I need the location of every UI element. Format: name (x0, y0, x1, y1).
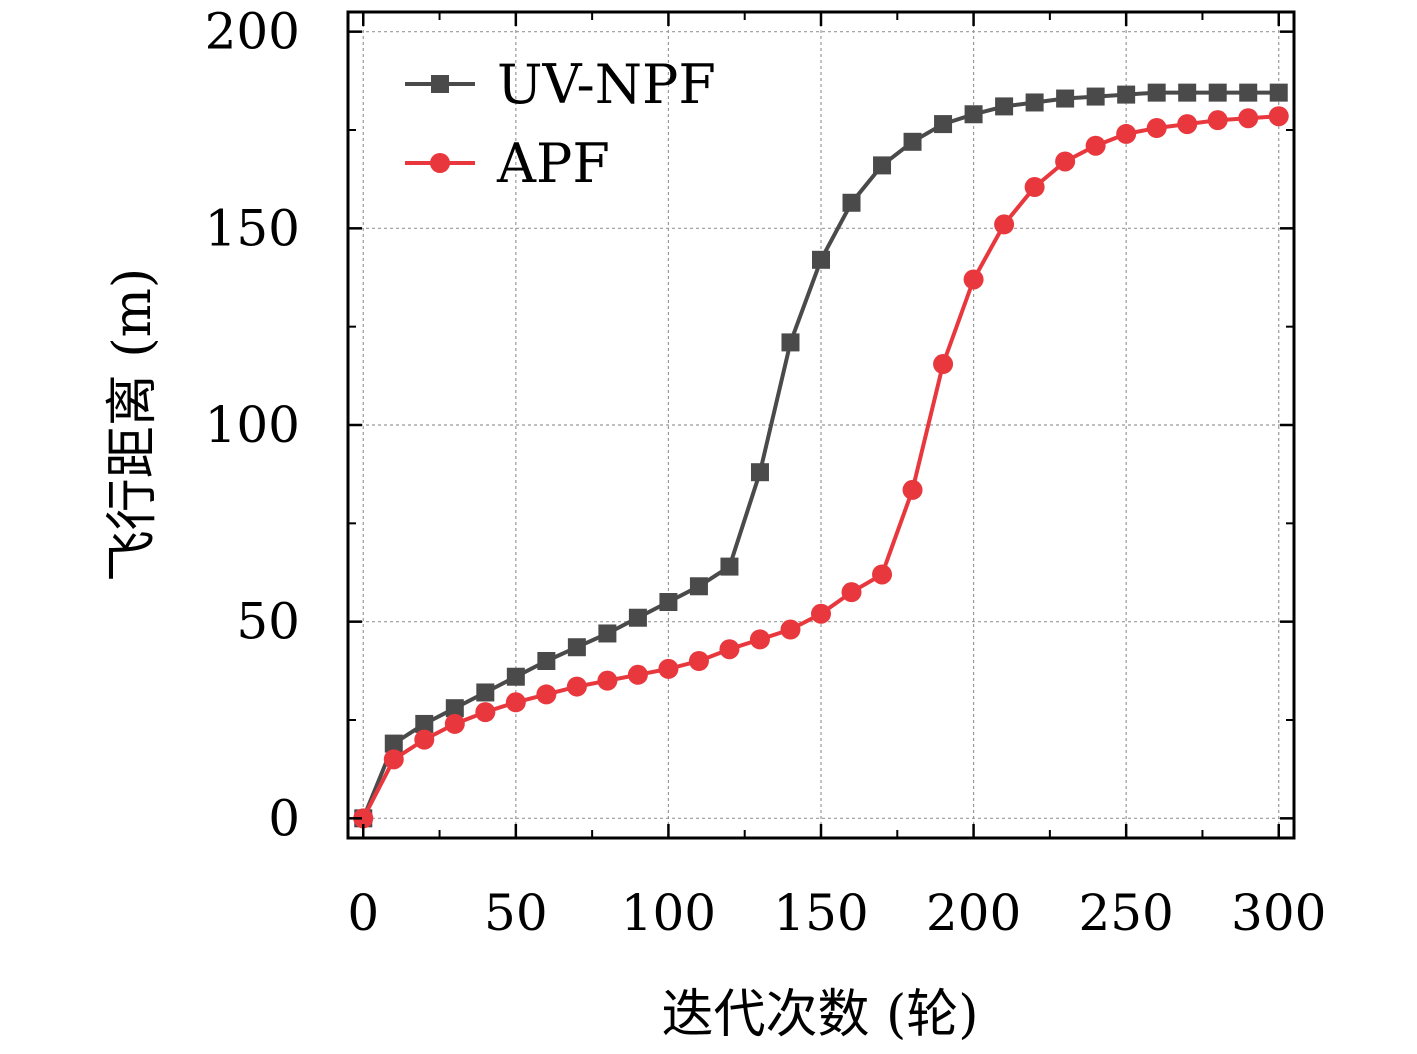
data-point (506, 667, 525, 686)
data-point (811, 603, 831, 624)
y-tick-label: 200 (205, 3, 300, 61)
legend-item: UV-NPF (405, 53, 716, 116)
y-tick-label: 150 (205, 199, 300, 257)
data-point (567, 638, 586, 657)
x-axis-title: 迭代次数 (轮) (661, 985, 978, 1045)
y-tick-label: 0 (268, 789, 300, 847)
data-point (384, 734, 403, 753)
legend-swatch-marker (431, 75, 449, 93)
data-point (1147, 83, 1166, 102)
data-point (1268, 106, 1289, 127)
x-tick-label: 200 (926, 884, 1021, 942)
data-point (872, 564, 893, 585)
legend-label: UV-NPF (497, 53, 716, 116)
data-point (383, 749, 404, 770)
data-point (688, 651, 709, 671)
data-point (749, 629, 770, 650)
data-point (628, 608, 647, 627)
data-point (1239, 83, 1258, 102)
x-tick-label: 50 (484, 884, 548, 942)
tick-labels: 0 50 100 150 200 250 300 0 50 100 150 200 (205, 3, 1327, 942)
data-point (963, 269, 984, 290)
x-tick-label: 250 (1078, 884, 1173, 942)
data-point (842, 193, 861, 212)
y-tick-label: 50 (236, 593, 300, 651)
data-point (903, 132, 922, 151)
series-line (361, 114, 1279, 820)
data-point (841, 582, 862, 603)
x-tick-label: 100 (621, 884, 716, 942)
data-point (933, 354, 954, 375)
data-point (476, 683, 495, 702)
legend: UV-NPF APF (405, 53, 716, 195)
data-point (627, 664, 648, 685)
x-tick-label: 0 (347, 884, 379, 942)
data-point (689, 577, 708, 596)
axis-ticks (348, 12, 1294, 838)
series-apf (353, 106, 1289, 829)
data-point (475, 702, 496, 723)
data-point (1207, 110, 1228, 131)
data-point (1146, 118, 1167, 139)
data-point (873, 156, 892, 175)
y-axis-title: 飞行距离 (m) (103, 268, 163, 582)
data-point (1208, 83, 1227, 102)
legend-item: APF (405, 132, 610, 195)
data-point (994, 214, 1015, 235)
legend-swatch-marker (430, 153, 450, 173)
data-point (750, 463, 769, 482)
grid (348, 12, 1294, 838)
data-point (597, 670, 618, 691)
data-point (719, 639, 740, 660)
data-point (995, 97, 1014, 116)
data-point (1117, 85, 1136, 104)
data-point (415, 714, 434, 733)
data-point (964, 105, 983, 124)
data-point (1055, 151, 1076, 172)
data-point (720, 557, 739, 576)
data-point (1056, 89, 1075, 108)
data-point (1086, 87, 1105, 106)
x-tick-label: 150 (773, 884, 868, 942)
data-point (414, 729, 435, 750)
data-point (1238, 108, 1259, 129)
data-point (902, 479, 923, 500)
data-point (537, 652, 556, 670)
data-point (598, 624, 617, 643)
y-tick-label: 100 (205, 396, 300, 454)
data-point (781, 333, 800, 352)
data-point (658, 658, 679, 679)
data-point (444, 713, 465, 734)
data-point (536, 684, 557, 705)
data-point (445, 699, 464, 718)
legend-label: APF (496, 132, 610, 195)
data-point (1085, 135, 1106, 156)
data-point (505, 692, 526, 713)
data-point (1116, 123, 1137, 144)
data-point (566, 676, 587, 697)
x-tick-label: 300 (1231, 884, 1326, 942)
data-point (1177, 114, 1198, 135)
data-point (812, 250, 830, 269)
data-point (659, 593, 678, 611)
data-point (1178, 83, 1197, 102)
data-point (1024, 177, 1045, 198)
data-point (1269, 83, 1288, 102)
data-point (934, 115, 953, 134)
data-point (1025, 93, 1044, 112)
data-point (780, 619, 801, 640)
plot-series (353, 83, 1289, 829)
data-point (353, 808, 374, 829)
